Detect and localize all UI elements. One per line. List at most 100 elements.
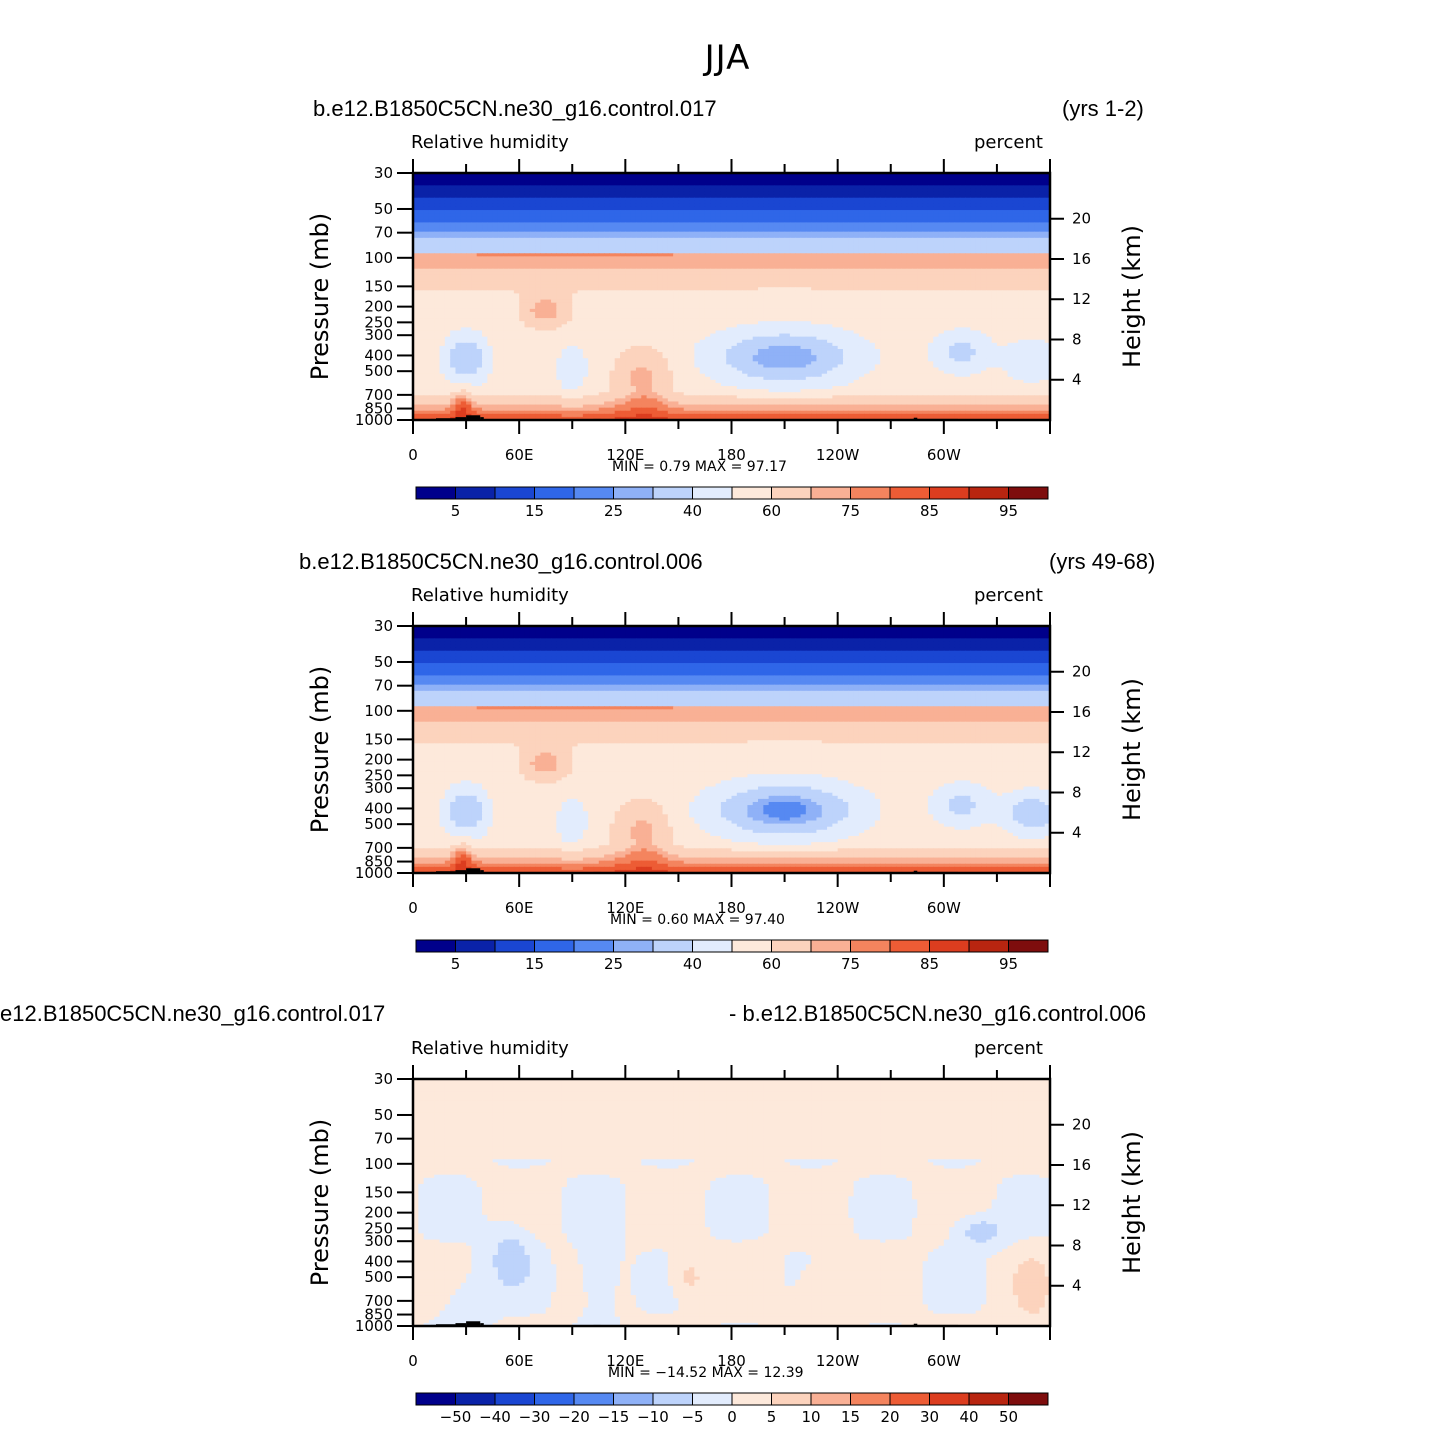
panel1-cell <box>413 225 419 230</box>
panel1-cell <box>768 173 775 177</box>
panel1-cell <box>450 176 457 180</box>
panel1-cell <box>1002 219 1009 223</box>
panel1-cell <box>758 173 764 177</box>
panel1-cell <box>609 213 616 217</box>
panel1-cell <box>896 219 902 223</box>
panel1-cell <box>896 244 902 248</box>
panel1-cell <box>604 244 611 248</box>
panel1-cell <box>949 225 956 230</box>
panel1-cell <box>524 213 531 217</box>
panel1-cell <box>1044 231 1051 236</box>
panel1-cell <box>927 185 934 190</box>
panel1-cell <box>763 240 770 245</box>
panel1-cell <box>524 228 531 233</box>
panel1-cell <box>492 179 499 183</box>
panel1-cell <box>784 240 791 245</box>
panel1-cell <box>742 203 749 208</box>
panel1-cell <box>503 237 510 242</box>
panel1-cell <box>466 247 472 251</box>
panel1-cell <box>901 203 908 208</box>
panel1-cell <box>837 200 844 205</box>
panel1-cell <box>880 179 887 183</box>
panel1-cell <box>848 219 855 223</box>
panel1-cell <box>455 203 462 208</box>
panel1-cell <box>890 194 897 199</box>
panel1-cell <box>561 191 568 196</box>
panel1-cell <box>779 188 786 193</box>
panel1-cell <box>922 240 929 245</box>
panel1-cell <box>821 216 828 220</box>
panel1-cell <box>450 182 457 186</box>
panel1-cell <box>890 176 897 180</box>
panel1-cell <box>864 197 871 202</box>
panel1-cell <box>896 228 902 233</box>
panel1-cell <box>816 222 823 227</box>
panel1-cell <box>641 219 648 223</box>
panel1-cell <box>699 182 706 186</box>
panel1-cell <box>848 237 855 242</box>
panel1-cell <box>954 234 961 239</box>
panel1-cell <box>864 210 871 214</box>
panel1-cell <box>455 244 462 248</box>
panel1-cell <box>609 231 616 236</box>
panel1-units-label: percent <box>974 132 1043 153</box>
panel1-cell <box>827 173 833 177</box>
panel1-cell <box>434 216 441 220</box>
panel1-cell <box>768 237 775 242</box>
panel1-cell <box>731 237 738 242</box>
panel1-cell <box>975 216 982 220</box>
panel1-cell <box>1002 191 1009 196</box>
panel1-cell <box>1012 191 1019 196</box>
panel1-cell <box>858 219 865 223</box>
panel1-cell <box>970 213 977 217</box>
panel1-cell <box>821 188 828 193</box>
panel1-cell <box>784 210 791 214</box>
panel1-cell <box>752 225 759 230</box>
panel1-cell <box>975 222 982 227</box>
panel1-cell <box>694 173 701 177</box>
panel1-cell <box>667 182 674 186</box>
panel1-cell <box>519 213 526 217</box>
panel1-cell <box>598 191 605 196</box>
panel1-cell <box>673 210 680 214</box>
panel1-cell <box>885 234 892 239</box>
panel1-cell <box>1039 194 1046 199</box>
panel1-cell <box>503 185 510 190</box>
panel1-cell <box>508 234 515 239</box>
panel1-cell <box>747 228 754 233</box>
panel1-cell <box>630 231 637 236</box>
panel1-cell <box>577 191 584 196</box>
panel1-cell <box>434 234 441 239</box>
panel1-cell <box>715 173 722 177</box>
panel1-cell <box>848 240 855 245</box>
panel1-cell <box>625 185 632 190</box>
panel1-cell <box>816 185 823 190</box>
panel1-cell <box>726 219 733 223</box>
panel1-cell <box>439 185 446 190</box>
panel1-cell <box>731 203 738 208</box>
panel1-cell <box>689 197 695 202</box>
panel1-cell <box>1018 206 1025 211</box>
panel1-cell <box>466 225 472 230</box>
panel1-cell <box>699 219 706 223</box>
panel1-cell <box>1007 237 1014 242</box>
panel1-cell <box>497 213 504 217</box>
panel1-cell <box>508 185 515 190</box>
panel1-cell <box>742 240 749 245</box>
panel1-cell <box>418 182 425 186</box>
panel1-cell <box>704 182 711 186</box>
panel1-cell <box>1007 222 1014 227</box>
panel1-cell <box>476 231 483 236</box>
panel1-cell <box>832 185 839 190</box>
panel1-cell <box>975 179 982 183</box>
panel1-cell <box>933 179 940 183</box>
panel1-cell <box>588 206 595 211</box>
panel1-cell <box>551 225 557 230</box>
panel1-cell <box>933 219 940 223</box>
panel1-cell <box>959 173 966 177</box>
panel1-cell <box>508 206 515 211</box>
panel1-cell <box>880 200 887 205</box>
panel1-cell <box>821 231 828 236</box>
panel1-cell <box>853 194 860 199</box>
panel1-cell <box>736 173 743 177</box>
